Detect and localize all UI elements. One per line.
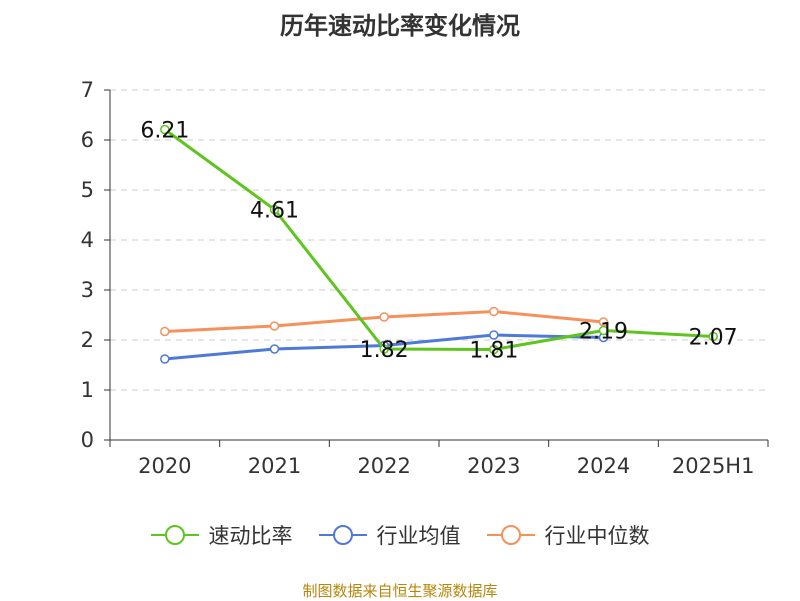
- legend-swatch-quick-ratio: [150, 525, 199, 545]
- series-quick-ratio-point: [598, 325, 609, 336]
- legend-item-industry-mean[interactable]: 行业均值: [318, 520, 461, 550]
- series-industry-mean-point: [269, 344, 280, 354]
- x-tick-label: 2025H1: [672, 454, 755, 478]
- y-tick-label: 6: [81, 128, 94, 152]
- legend-label-industry-median: 行业中位数: [544, 524, 650, 548]
- series-quick-ratio-point: [489, 344, 499, 355]
- y-tick-label: 2: [81, 328, 94, 352]
- series-quick-ratio-line: [163, 128, 714, 351]
- data-label: 2.07: [689, 326, 738, 351]
- y-tick-label: 4: [81, 228, 94, 252]
- x-tick-label: 2020: [138, 454, 191, 478]
- legend-swatch-industry-mean: [318, 525, 367, 545]
- legend: 速动比率 行业均值 行业中位数: [0, 520, 800, 550]
- series-industry-mean-point: [489, 330, 499, 340]
- chart-title: 历年速动比率变化情况: [280, 12, 520, 40]
- axes: 0 1 2 3 4 5 6 7 2020 2021 2022 2023 2024 2025H1: [81, 78, 769, 478]
- source-note: 制图数据来自恒生聚源数据库: [302, 582, 498, 600]
- gridlines: [110, 89, 768, 391]
- legend-swatch-industry-median: [486, 525, 535, 545]
- data-label: 1.82: [360, 338, 409, 363]
- series-industry-median-point: [269, 321, 280, 331]
- data-label: 2.19: [579, 320, 628, 345]
- legend-label-industry-mean: 行业均值: [376, 524, 461, 548]
- y-tick-label: 3: [81, 278, 94, 302]
- series-quick-ratio-point: [269, 204, 280, 215]
- legend-item-industry-median[interactable]: 行业中位数: [486, 520, 650, 550]
- data-label: 4.61: [250, 199, 299, 224]
- series-industry-median-point: [489, 306, 499, 317]
- x-tick-label: 2022: [357, 454, 410, 478]
- y-tick-label: 1: [81, 378, 94, 402]
- x-tick-label: 2024: [577, 454, 630, 478]
- data-labels: 6.21 4.61 1.82 1.81 2.19 2.07: [140, 119, 737, 364]
- y-tick-label: 7: [81, 78, 94, 102]
- legend-label-quick-ratio: 速动比率: [208, 524, 293, 548]
- x-tick-label: 2021: [248, 454, 301, 478]
- series-quick-ratio-point: [379, 344, 389, 354]
- series-quick-ratio-point: [160, 124, 170, 135]
- series-industry-mean-point: [160, 354, 170, 364]
- y-tick-label: 0: [81, 428, 94, 452]
- series-industry-median-point: [160, 326, 170, 337]
- series-quick-ratio-point: [708, 331, 718, 342]
- y-tick-label: 5: [81, 178, 94, 202]
- legend-item-quick-ratio[interactable]: 速动比率: [150, 520, 293, 550]
- data-label: 6.21: [140, 119, 189, 144]
- x-tick-label: 2023: [467, 454, 520, 478]
- data-label: 1.81: [469, 339, 518, 364]
- series-industry-median-point: [379, 312, 389, 322]
- series-group: [160, 124, 718, 364]
